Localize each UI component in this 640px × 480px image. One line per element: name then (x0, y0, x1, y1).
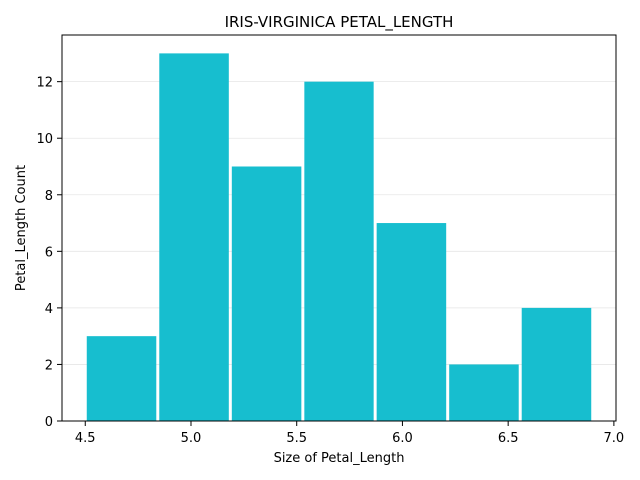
y-tick-label-6: 12 (36, 76, 53, 91)
y-tick-label-5: 10 (36, 132, 53, 147)
y-tick-label-2: 4 (45, 302, 53, 317)
x-tick-label-2: 5.5 (286, 431, 307, 446)
y-axis-label: Petal_Length Count (14, 165, 29, 291)
plot-frame (61, 34, 617, 422)
histogram-bar-4 (376, 223, 447, 421)
y-tick-label-0: 0 (45, 415, 53, 430)
x-axis-label: Size of Petal_Length (274, 451, 405, 466)
chart-title: IRIS-VIRGINICA PETAL_LENGTH (225, 13, 454, 32)
y-axis-ticks: 0 2 4 6 8 10 12 (36, 76, 62, 430)
histogram-bar-5 (449, 364, 519, 421)
histogram-bar-1 (159, 53, 229, 421)
x-tick-label-4: 6.5 (498, 431, 519, 446)
x-tick-label-0: 4.5 (75, 431, 96, 446)
histogram-bar-0 (86, 336, 157, 421)
histogram-bar-3 (304, 81, 374, 422)
y-tick-label-1: 2 (45, 358, 53, 373)
y-tick-label-4: 8 (45, 189, 53, 204)
x-tick-label-1: 5.0 (181, 431, 202, 446)
x-axis-ticks: 4.5 5.0 5.5 6.0 6.5 7.0 (75, 421, 624, 446)
bar-layer (86, 53, 592, 422)
x-tick-label-5: 7.0 (604, 431, 625, 446)
histogram-bar-6 (521, 307, 592, 421)
y-tick-label-3: 6 (45, 245, 53, 260)
x-tick-label-3: 6.0 (392, 431, 413, 446)
histogram-bar-2 (231, 166, 302, 421)
